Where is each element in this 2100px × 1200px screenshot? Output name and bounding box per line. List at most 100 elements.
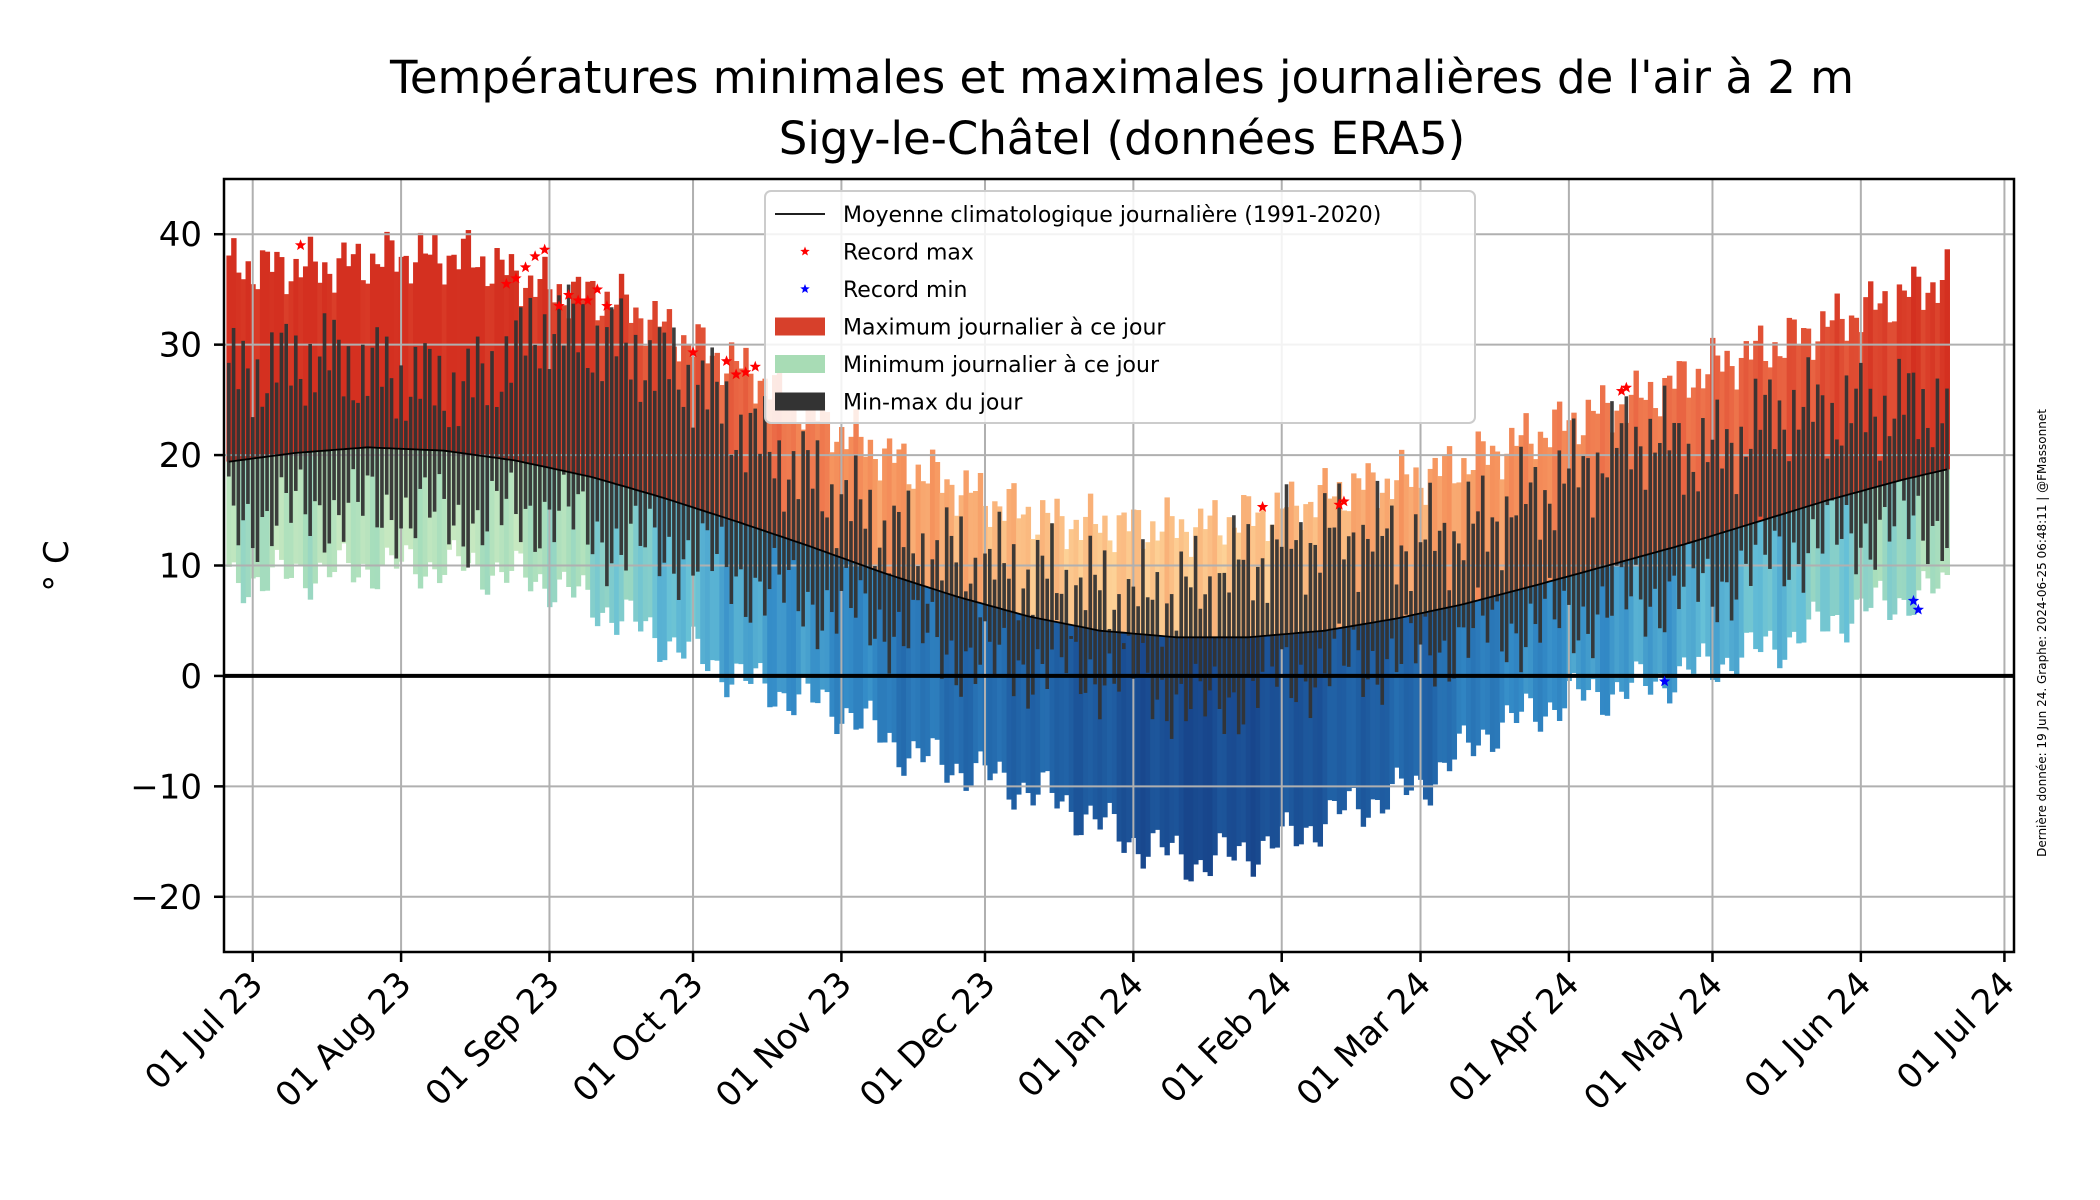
min-envelope-bar	[968, 600, 974, 788]
min-envelope-bar	[264, 456, 271, 591]
min-envelope-bar	[1446, 607, 1453, 772]
min-envelope-bar	[1370, 622, 1376, 800]
max-envelope-bar	[1432, 457, 1438, 611]
max-envelope-bar	[432, 234, 438, 451]
min-envelope-bar	[1197, 637, 1204, 861]
max-envelope-bar	[1719, 371, 1726, 533]
daily-range-bar	[1500, 570, 1504, 652]
daily-range-bar	[1878, 460, 1882, 520]
min-envelope-bar	[1145, 634, 1151, 857]
daily-range-bars	[226, 284, 1949, 739]
record-max-marker	[1333, 498, 1345, 510]
y-axis-label: ° C	[37, 540, 77, 592]
min-envelope-bar	[1384, 620, 1391, 810]
min-envelope-bar	[1006, 611, 1012, 800]
daily-range-bar	[1212, 638, 1217, 667]
min-envelope-bar	[1341, 627, 1347, 811]
min-envelope-bar	[527, 463, 534, 592]
daily-range-bar	[1495, 521, 1499, 602]
min-envelope-bar	[1451, 606, 1458, 760]
min-envelope-bar	[925, 587, 931, 757]
daily-range-bar	[1256, 566, 1260, 708]
max-envelope-bar	[312, 261, 318, 452]
record-min-marker	[1907, 594, 1920, 606]
daily-range-bar	[485, 405, 490, 532]
daily-range-bar	[547, 369, 552, 510]
max-envelope-bar	[953, 515, 960, 597]
daily-range-bar	[801, 431, 805, 627]
daily-range-bar	[1227, 592, 1231, 698]
min-envelope-bar	[1063, 623, 1070, 796]
max-envelope-bar	[1121, 512, 1127, 633]
record-max-marker	[553, 299, 565, 311]
daily-range-bar	[341, 396, 346, 542]
daily-range-bar	[834, 548, 839, 634]
daily-range-bar	[1289, 548, 1294, 699]
min-envelope-bar	[1781, 513, 1788, 660]
min-envelope-bar	[1734, 528, 1740, 678]
min-envelope-bar	[1485, 597, 1491, 735]
daily-range-bar	[839, 494, 844, 591]
min-envelope-bar	[259, 457, 266, 592]
daily-range-bar	[1844, 375, 1849, 505]
daily-range-bar	[830, 484, 834, 613]
min-envelope-bar	[719, 516, 725, 683]
daily-range-bar	[600, 381, 604, 543]
max-envelope-bar	[1226, 517, 1233, 638]
record-max-marker	[1620, 381, 1633, 393]
daily-range-bar	[1279, 546, 1284, 650]
daily-range-bar	[1701, 418, 1705, 574]
min-envelope-bar	[786, 539, 792, 711]
daily-range-bar	[782, 511, 786, 603]
max-envelope-bar	[1743, 341, 1749, 526]
min-envelope-bar	[1796, 509, 1802, 644]
min-envelope-bar	[1087, 628, 1094, 806]
min-envelope-bar	[1753, 522, 1759, 650]
min-envelope-bar	[1509, 591, 1515, 714]
max-envelope-bar	[484, 286, 491, 457]
min-envelope-bar	[1260, 636, 1266, 841]
daily-range-bar	[1117, 594, 1121, 692]
min-envelope-bar	[561, 470, 567, 572]
max-envelope-bar	[1848, 315, 1855, 494]
chart-subtitle: Sigy-le-Châtel (données ERA5)	[779, 112, 1465, 165]
min-envelope-bar	[848, 561, 854, 713]
daily-range-bar	[648, 340, 652, 509]
max-envelope-bar	[1509, 427, 1515, 592]
max-envelope-bar	[1116, 515, 1122, 633]
daily-range-bar	[1777, 400, 1782, 537]
min-envelope-bar	[1681, 544, 1687, 658]
min-envelope-bar	[1767, 518, 1773, 631]
max-envelope-bar	[1135, 510, 1142, 634]
daily-range-bar	[490, 351, 494, 481]
min-envelope-bar	[1667, 548, 1673, 704]
max-envelope-bar	[1757, 325, 1764, 521]
x-tick-label: 01 Feb 24	[1153, 964, 1300, 1111]
daily-range-bar	[1370, 551, 1375, 651]
daily-range-bar	[1112, 609, 1117, 684]
min-envelope-bar	[1882, 484, 1888, 601]
max-envelope-bar	[1145, 542, 1151, 635]
daily-range-bar	[825, 517, 829, 591]
record-max-marker	[294, 239, 307, 251]
max-envelope-bar	[1398, 449, 1405, 618]
legend-label: Maximum journalier à ce jour	[843, 316, 1166, 341]
daily-range-bar	[1050, 523, 1054, 650]
daily-range-bar	[949, 535, 954, 641]
min-envelope-bar	[1269, 635, 1276, 849]
max-envelope-bar	[1748, 359, 1754, 524]
daily-range-bar	[1457, 543, 1461, 628]
max-envelope-bar	[451, 254, 457, 452]
daily-range-bar	[346, 346, 351, 503]
min-envelope-bar	[436, 450, 443, 584]
record-max-marker	[730, 368, 742, 380]
max-envelope-bar	[508, 254, 515, 460]
daily-range-bar	[1854, 388, 1858, 575]
min-envelope-bar	[1623, 560, 1630, 699]
min-envelope-bar	[1671, 547, 1678, 693]
daily-range-bar	[523, 355, 528, 509]
daily-range-bar	[633, 334, 638, 506]
daily-range-bar	[380, 386, 384, 528]
daily-range-bar	[1064, 569, 1069, 674]
daily-range-bar	[595, 325, 600, 522]
